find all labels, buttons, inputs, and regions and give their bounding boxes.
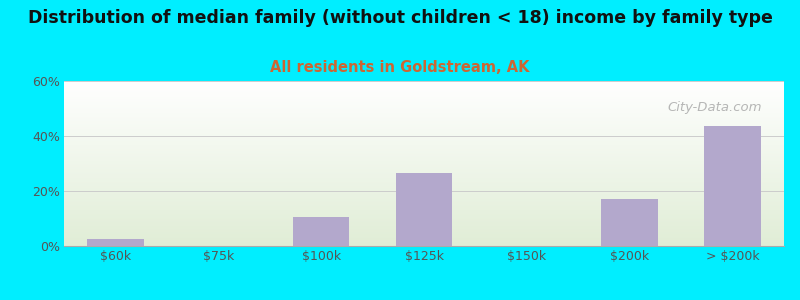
Bar <box>602 199 658 246</box>
Bar <box>704 126 761 246</box>
Text: Distribution of median family (without children < 18) income by family type: Distribution of median family (without c… <box>27 9 773 27</box>
Text: City-Data.com: City-Data.com <box>668 101 762 114</box>
Bar <box>293 217 350 246</box>
Bar <box>396 173 452 246</box>
Bar <box>87 239 144 246</box>
Text: All residents in Goldstream, AK: All residents in Goldstream, AK <box>270 60 530 75</box>
